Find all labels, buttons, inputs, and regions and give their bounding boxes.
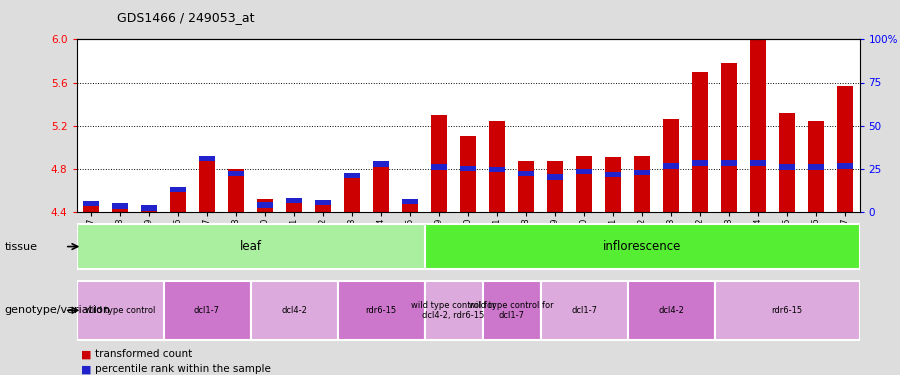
Bar xyxy=(199,156,215,161)
Bar xyxy=(373,161,389,212)
Bar xyxy=(541,281,627,340)
Bar xyxy=(460,136,476,212)
Bar xyxy=(431,165,447,170)
Bar xyxy=(170,188,186,212)
Bar xyxy=(692,72,708,212)
Bar xyxy=(634,156,650,212)
Bar xyxy=(663,164,679,169)
Bar xyxy=(482,281,541,340)
Bar xyxy=(373,161,389,166)
Text: dcl4-2: dcl4-2 xyxy=(281,306,307,315)
Bar xyxy=(518,161,534,212)
Text: percentile rank within the sample: percentile rank within the sample xyxy=(94,364,270,374)
Bar xyxy=(76,281,164,340)
Text: wild type control for
dcl1-7: wild type control for dcl1-7 xyxy=(469,301,554,320)
Bar xyxy=(315,200,331,206)
Text: wild type control for
dcl4-2, rdr6-15: wild type control for dcl4-2, rdr6-15 xyxy=(411,301,496,320)
Bar xyxy=(750,40,766,212)
Text: ■: ■ xyxy=(81,364,92,374)
Bar xyxy=(808,165,824,170)
Bar xyxy=(721,63,737,212)
Bar xyxy=(76,224,425,269)
Bar xyxy=(257,199,273,212)
Bar xyxy=(338,281,425,340)
Bar xyxy=(721,160,737,165)
Bar xyxy=(83,201,99,207)
Bar xyxy=(576,156,592,212)
Bar xyxy=(425,281,482,340)
Text: dcl1-7: dcl1-7 xyxy=(571,306,597,315)
Bar xyxy=(715,281,860,340)
Bar xyxy=(83,204,99,212)
Bar xyxy=(286,198,302,203)
Bar xyxy=(663,119,679,212)
Bar xyxy=(605,172,621,177)
Text: dcl1-7: dcl1-7 xyxy=(194,306,220,315)
Bar xyxy=(518,171,534,176)
Bar xyxy=(257,202,273,208)
Bar xyxy=(576,169,592,174)
Text: inflorescence: inflorescence xyxy=(603,240,681,253)
Bar xyxy=(228,171,244,176)
Bar xyxy=(112,207,128,212)
Bar xyxy=(315,201,331,212)
Bar xyxy=(779,113,795,212)
Text: wild type control: wild type control xyxy=(85,306,155,315)
Bar xyxy=(425,224,860,269)
Bar xyxy=(431,115,447,212)
Text: rdr6-15: rdr6-15 xyxy=(771,306,803,315)
Bar xyxy=(750,160,766,165)
Bar xyxy=(228,169,244,212)
Bar xyxy=(286,199,302,212)
Text: transformed count: transformed count xyxy=(94,350,192,359)
Bar xyxy=(344,173,360,212)
Text: GDS1466 / 249053_at: GDS1466 / 249053_at xyxy=(117,11,255,24)
Bar xyxy=(402,199,418,204)
Bar xyxy=(808,122,824,212)
Bar xyxy=(779,165,795,170)
Text: tissue: tissue xyxy=(4,242,38,252)
Bar xyxy=(547,161,563,212)
Text: ■: ■ xyxy=(81,350,92,359)
Bar xyxy=(627,281,715,340)
Bar xyxy=(460,165,476,171)
Bar xyxy=(634,170,650,175)
Bar xyxy=(344,173,360,178)
Bar xyxy=(489,122,505,212)
Bar xyxy=(837,164,853,169)
Bar xyxy=(250,281,338,340)
Bar xyxy=(837,86,853,212)
Bar xyxy=(141,209,157,212)
Bar xyxy=(170,187,186,192)
Bar xyxy=(199,156,215,212)
Bar xyxy=(141,206,157,211)
Bar xyxy=(112,203,128,208)
Bar xyxy=(692,160,708,165)
Bar xyxy=(489,166,505,172)
Text: dcl4-2: dcl4-2 xyxy=(658,306,684,315)
Bar xyxy=(402,199,418,212)
Text: rdr6-15: rdr6-15 xyxy=(365,306,397,315)
Bar xyxy=(605,157,621,212)
Bar xyxy=(164,281,250,340)
Text: genotype/variation: genotype/variation xyxy=(4,305,111,315)
Bar xyxy=(547,174,563,180)
Text: leaf: leaf xyxy=(239,240,262,253)
